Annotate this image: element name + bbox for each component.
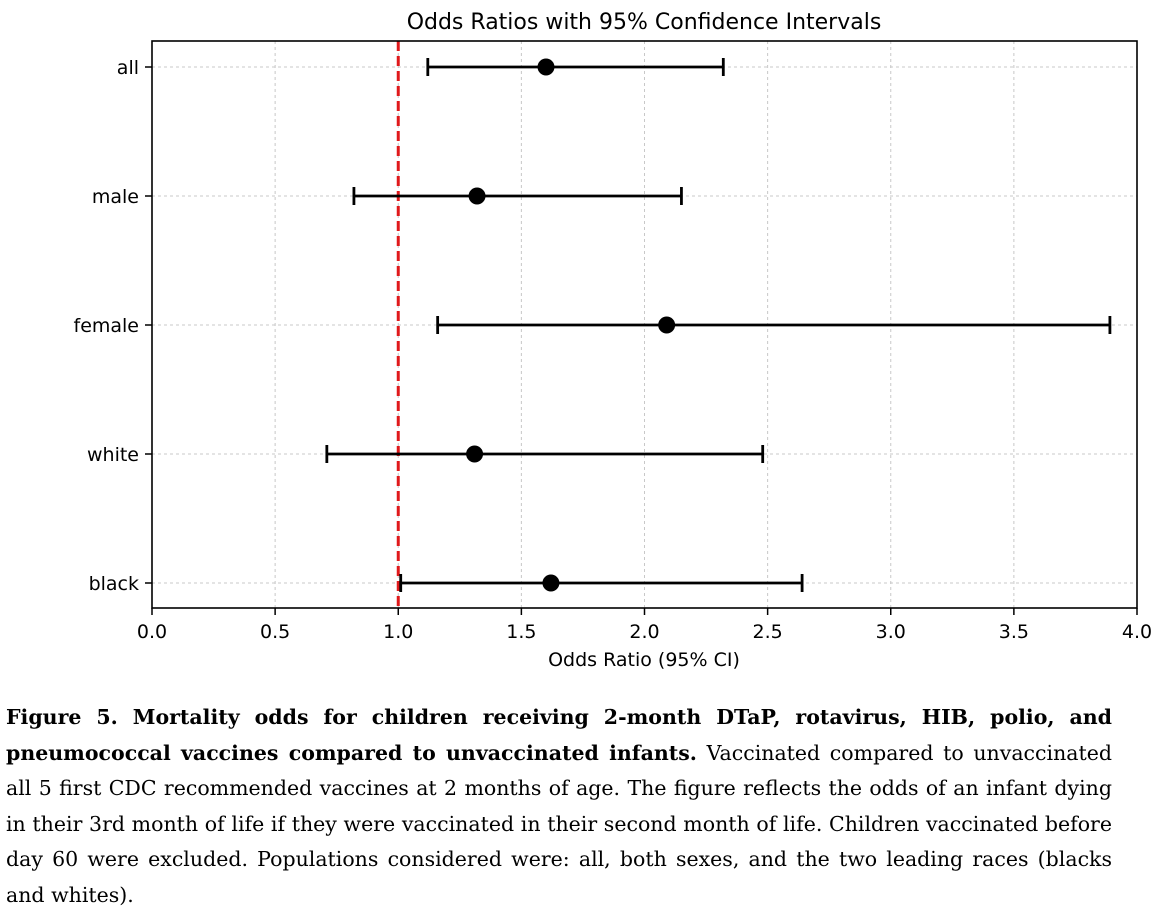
y-tick-label-all: all: [117, 57, 139, 79]
caption-bold: Figure 5. Mortality odds for children re…: [6, 705, 1112, 765]
x-tick-label: 2.0: [629, 621, 659, 643]
x-tick-label: 4.0: [1122, 621, 1152, 643]
x-axis-label: Odds Ratio (95% CI): [548, 649, 740, 671]
x-tick-label: 3.0: [876, 621, 906, 643]
or-point-black: [542, 574, 560, 592]
or-point-male: [468, 187, 486, 205]
or-point-all: [537, 58, 555, 76]
x-tick-label: 1.0: [383, 621, 413, 643]
x-tick-label: 1.5: [506, 621, 536, 643]
y-tick-label-black: black: [89, 573, 139, 595]
or-point-white: [466, 445, 484, 463]
x-tick-label: 0.5: [260, 621, 290, 643]
figure-caption: Figure 5. Mortality odds for children re…: [6, 700, 1112, 913]
y-tick-label-white: white: [87, 444, 139, 466]
caption-text: Vaccinated compared to unvaccinated all …: [6, 740, 1112, 907]
x-axis-ticks: 0.0 0.5 1.0 1.5 2.0 2.5 3.0 3.5 4.0: [137, 608, 1152, 643]
y-axis-ticks: all male female white black: [74, 57, 152, 595]
data-marks: [325, 58, 1112, 592]
y-tick-label-male: male: [92, 186, 139, 208]
forest-plot: Odds Ratios with 95% Confidence Interval…: [74, 10, 1153, 671]
x-tick-label: 0.0: [137, 621, 167, 643]
x-tick-label: 2.5: [753, 621, 783, 643]
y-tick-label-female: female: [74, 315, 140, 337]
chart-title: Odds Ratios with 95% Confidence Interval…: [407, 10, 882, 35]
or-point-female: [658, 316, 676, 334]
x-tick-label: 3.5: [999, 621, 1029, 643]
